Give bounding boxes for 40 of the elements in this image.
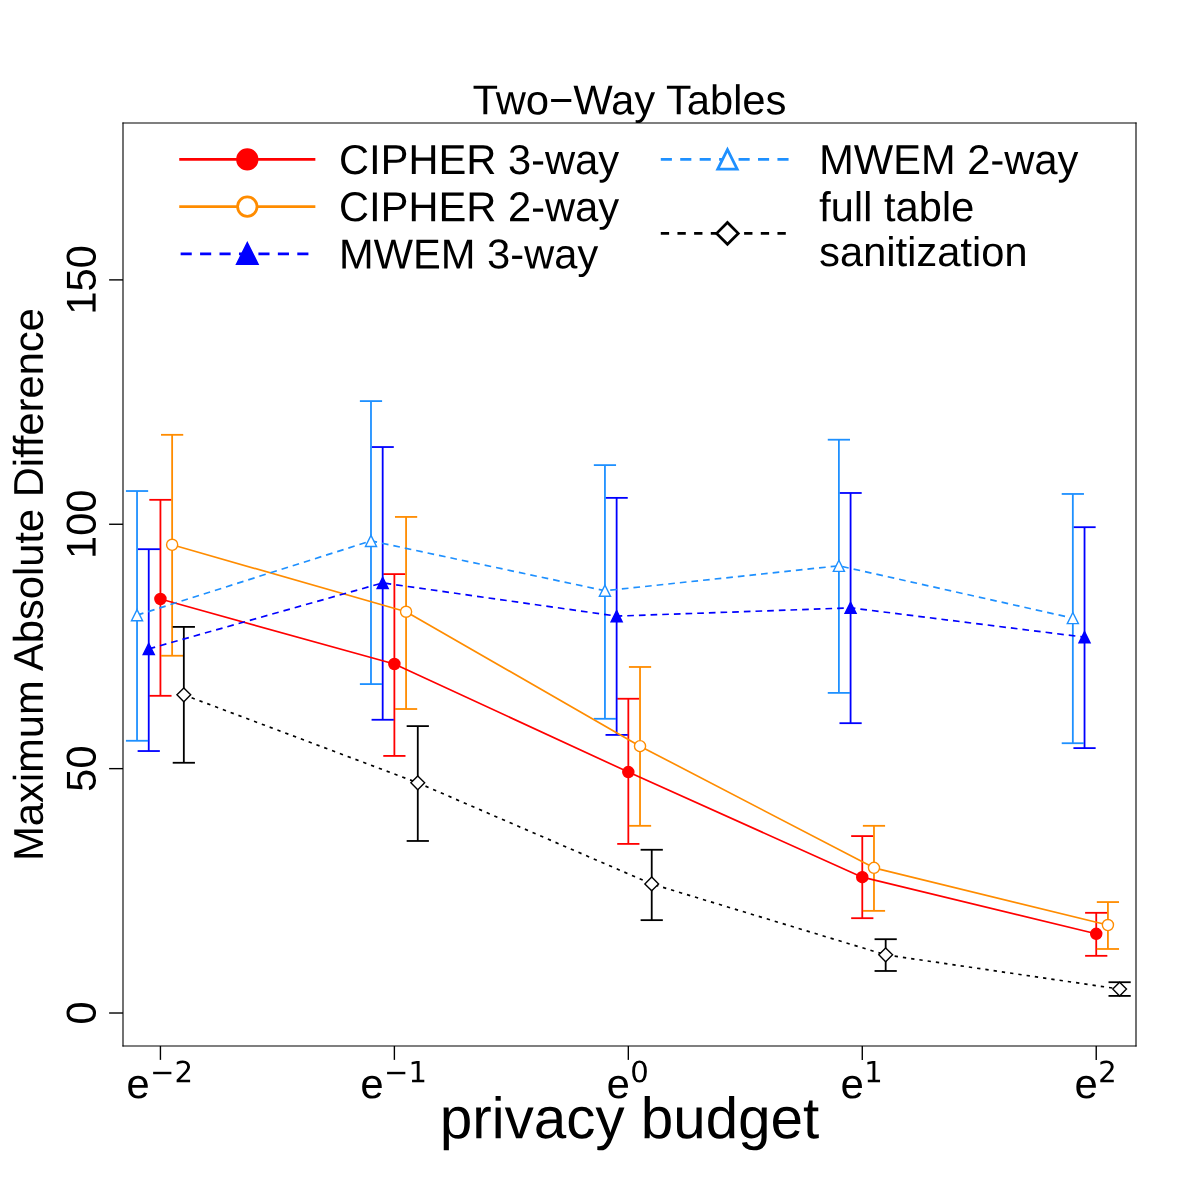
y-tick-label: 150 <box>66 246 97 312</box>
point <box>176 687 192 703</box>
point <box>154 592 167 606</box>
y-axis-title: Maximum Absolute Difference <box>12 309 44 858</box>
point <box>399 605 413 618</box>
chart-title: Two−Way Tables <box>473 84 785 123</box>
point <box>832 559 846 573</box>
legend-label: CIPHER 3-way <box>341 144 620 183</box>
point <box>598 584 612 597</box>
legend-label: MWEM 2-way <box>822 144 1079 183</box>
point <box>622 765 635 779</box>
point <box>130 608 144 622</box>
point <box>878 947 894 963</box>
point <box>856 870 869 884</box>
point <box>142 642 155 656</box>
point <box>610 609 623 623</box>
point <box>1089 927 1103 941</box>
point <box>410 775 426 791</box>
legend-label: full table sanitization <box>819 191 1025 267</box>
y-tick-label: 0 <box>66 1003 97 1023</box>
point <box>165 538 179 552</box>
point <box>376 576 389 590</box>
point <box>388 657 401 671</box>
point <box>1078 630 1091 644</box>
point <box>1066 611 1080 625</box>
y-tick-label: 50 <box>66 747 97 791</box>
point <box>867 861 881 875</box>
x-tick-label: e$^{2}$ <box>1076 1060 1114 1099</box>
x-tick-label: e$^{−2}$ <box>128 1060 191 1099</box>
point <box>633 739 647 753</box>
x-tick-label: e$^{1}$ <box>842 1060 881 1099</box>
point <box>1112 981 1128 997</box>
point <box>364 534 378 548</box>
legend-label: MWEM 3-way <box>342 239 599 278</box>
legend-label: CIPHER 2-way <box>341 192 620 230</box>
y-tick-label: 100 <box>66 491 97 556</box>
point <box>844 601 857 615</box>
point <box>644 876 660 892</box>
point <box>1101 918 1115 932</box>
x-tick-label: e$^{−1}$ <box>362 1060 425 1099</box>
